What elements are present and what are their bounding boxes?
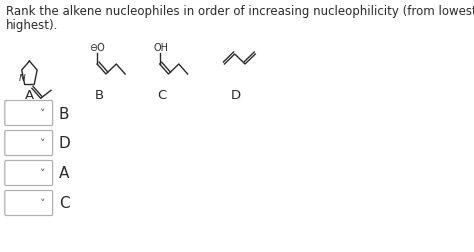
Text: Rank the alkene nucleophiles in order of increasing nucleophilicity (from lowest: Rank the alkene nucleophiles in order of… (6, 5, 474, 18)
Text: A: A (59, 166, 69, 181)
FancyBboxPatch shape (5, 101, 53, 126)
Text: C: C (59, 196, 70, 211)
FancyBboxPatch shape (5, 131, 53, 156)
Text: OH: OH (154, 43, 169, 53)
FancyBboxPatch shape (5, 161, 53, 186)
Text: highest).: highest). (6, 19, 58, 32)
Text: B: B (59, 106, 69, 121)
Text: B: B (95, 88, 104, 101)
Text: ˅: ˅ (40, 138, 46, 148)
Text: ⊖O: ⊖O (89, 43, 105, 53)
Text: ˅: ˅ (40, 109, 46, 118)
Text: C: C (157, 88, 166, 101)
FancyBboxPatch shape (5, 191, 53, 216)
Text: D: D (230, 88, 240, 101)
Text: N: N (18, 74, 25, 83)
Text: A: A (25, 88, 34, 101)
Text: D: D (59, 136, 71, 151)
Text: ˅: ˅ (40, 168, 46, 178)
Text: ˅: ˅ (40, 198, 46, 208)
